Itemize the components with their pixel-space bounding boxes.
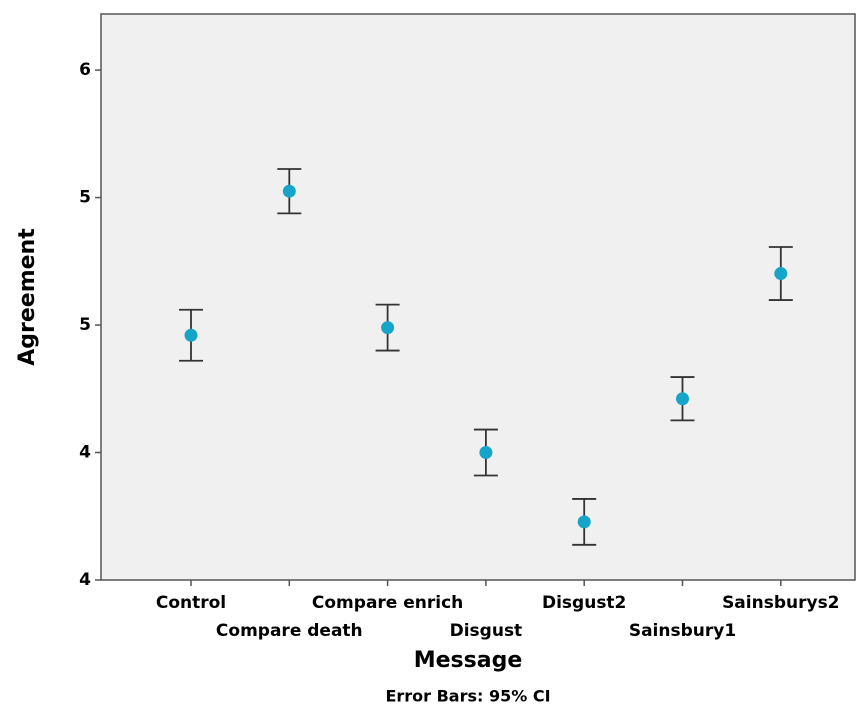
y-axis-title: Agreement [15,228,40,366]
plot-area [100,13,856,581]
point [479,446,493,460]
point [676,392,689,406]
x-tick-label: Sainsburys2 [722,593,839,613]
x-tick-label: Compare enrich [312,593,463,613]
y-tick-label: 5 [79,188,91,208]
x-tick-label: Compare death [216,621,363,641]
x-tick-label: Disgust2 [542,593,626,613]
point [381,321,395,335]
y-tick-label: 5 [79,315,91,335]
y-tick-label: 4 [79,570,91,590]
y-tick-label: 6 [79,60,91,80]
x-tick-label: Control [156,593,226,613]
point [184,328,198,342]
point [774,267,788,281]
x-tick-label: Disgust [450,621,523,641]
footnote: Error Bars: 95% CI [385,687,550,706]
x-axis-title: Message [414,648,523,673]
x-tick-label: Sainsbury1 [629,621,736,641]
point [282,184,296,198]
y-tick-label: 4 [79,443,91,463]
point [577,515,591,529]
